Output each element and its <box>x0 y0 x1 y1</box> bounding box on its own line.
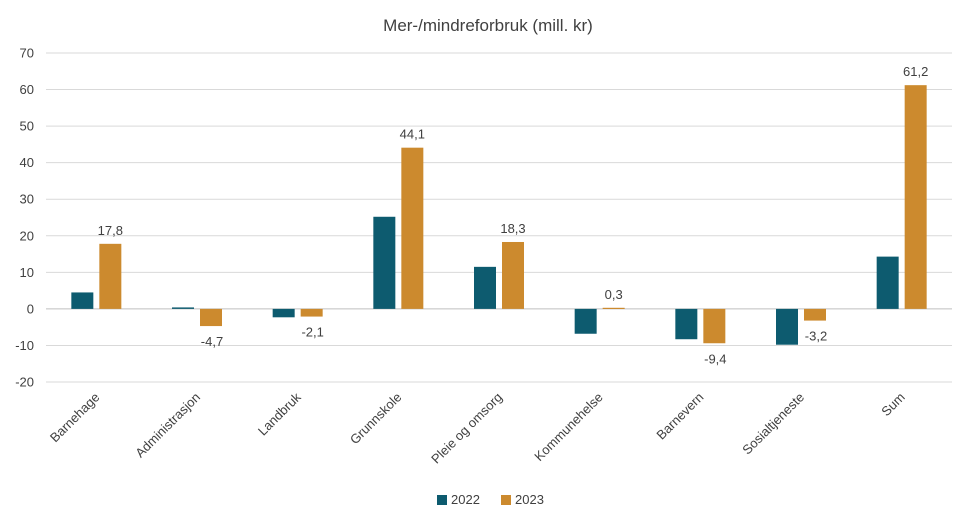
legend: 2022 2023 <box>437 492 544 507</box>
y-tick-label: 70 <box>20 46 34 61</box>
chart-title: Mer-/mindreforbruk (mill. kr) <box>383 16 593 35</box>
category-label: Sosialtjeneste <box>739 390 807 458</box>
data-labels: 17,8 -4,7 -2,1 44,1 18,3 0,3 -9,4 -3,2 61,2 <box>98 64 929 366</box>
bar-2023-1 <box>200 308 222 327</box>
category-label: Pleie og omsorg <box>428 390 505 467</box>
bar-2022-2 <box>272 308 295 318</box>
data-label: -9,4 <box>704 351 726 366</box>
category-label: Kommunehelse <box>531 390 605 464</box>
data-label: -4,7 <box>201 334 223 349</box>
bar-2023-5 <box>602 307 625 309</box>
y-tick-label: -10 <box>15 338 34 353</box>
gridlines <box>46 52 952 383</box>
y-axis-ticks: 70 60 50 40 30 20 10 0 -10 -20 <box>15 46 34 390</box>
bar-2022-1 <box>172 307 194 309</box>
category-label: Administrasjon <box>132 390 203 461</box>
y-tick-label: 30 <box>20 192 34 207</box>
bar-2022-4 <box>474 266 496 309</box>
data-label: 17,8 <box>98 223 123 238</box>
y-tick-label: 20 <box>20 228 34 243</box>
y-tick-label: -20 <box>15 375 34 390</box>
bar-2023-6 <box>703 308 726 344</box>
data-label: 0,3 <box>605 287 623 302</box>
data-label: -2,1 <box>301 325 323 340</box>
x-axis-labels: Barnehage Administrasjon Landbruk Grunnskol… <box>47 389 908 466</box>
bar-2022-7 <box>776 308 798 345</box>
bar-2022-3 <box>373 216 396 309</box>
category-label: Barnehage <box>47 390 103 446</box>
bar-2022-6 <box>675 308 698 340</box>
y-tick-label: 40 <box>20 155 34 170</box>
legend-label: 2023 <box>515 492 544 507</box>
y-tick-label: 50 <box>20 119 34 134</box>
bar-2023-0 <box>99 243 122 309</box>
data-label: 18,3 <box>500 221 525 236</box>
bar-2023-4 <box>502 241 524 309</box>
bar-2022-0 <box>71 292 94 309</box>
data-label: -3,2 <box>805 329 827 344</box>
category-label: Sum <box>878 390 908 420</box>
y-tick-label: 0 <box>27 301 34 316</box>
y-tick-label: 10 <box>20 265 34 280</box>
y-tick-label: 60 <box>20 82 34 97</box>
bar-2022-8 <box>876 256 899 309</box>
data-label: 61,2 <box>903 64 928 79</box>
bar-2022-5 <box>574 308 597 334</box>
bar-2023-2 <box>300 308 323 317</box>
data-label: 44,1 <box>400 127 425 142</box>
legend-swatch-2022 <box>437 495 447 505</box>
bars <box>71 85 927 345</box>
legend-swatch-2023 <box>501 495 511 505</box>
category-label: Landbruk <box>255 389 304 438</box>
category-label: Barnevern <box>653 390 706 443</box>
bar-2023-7 <box>804 308 826 321</box>
legend-label: 2022 <box>451 492 480 507</box>
category-label: Grunnskole <box>347 390 405 448</box>
bar-2023-8 <box>904 85 927 309</box>
bar-2023-3 <box>401 147 424 309</box>
